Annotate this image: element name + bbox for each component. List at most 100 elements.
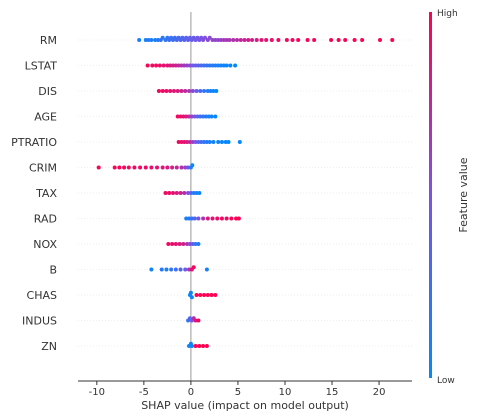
shap-point [378, 38, 383, 42]
shap-point [149, 165, 154, 170]
shap-point [170, 242, 175, 246]
shap-point [196, 140, 201, 144]
shap-point [155, 165, 160, 170]
shap-point [179, 89, 184, 93]
shap-point [186, 165, 191, 170]
x-tick-label: 15 [326, 387, 339, 398]
shap-point [198, 114, 203, 119]
colorbar-low-label: Low [437, 376, 455, 386]
shap-point [219, 140, 224, 144]
shap-point [191, 191, 196, 195]
shap-point [194, 191, 199, 195]
shap-point [206, 114, 211, 119]
shap-point [179, 165, 184, 170]
shap-point [187, 267, 192, 272]
shap-point [174, 191, 179, 195]
shap-point [207, 63, 212, 68]
shap-point [254, 38, 259, 42]
shap-point [219, 63, 224, 68]
x-tick-label: 20 [373, 387, 386, 398]
colorbar-title: Feature value [457, 157, 470, 232]
shap-point [149, 38, 154, 42]
shap-point [181, 114, 186, 119]
shap-point [236, 216, 241, 221]
shap-point [259, 38, 264, 42]
shap-point [187, 216, 192, 221]
feature-label: RAD [34, 213, 57, 226]
shap-point [187, 242, 192, 246]
shap-point [226, 140, 231, 144]
feature-label: NOX [33, 238, 57, 251]
shap-point [203, 114, 208, 119]
shap-point [149, 267, 154, 272]
shap-point [166, 242, 171, 246]
shap-point [184, 216, 189, 221]
shap-point [168, 63, 173, 68]
shap-point [145, 63, 150, 68]
shap-point [193, 344, 198, 348]
feature-label: INDUS [22, 315, 57, 328]
shap-point [231, 38, 236, 42]
shap-point [219, 216, 224, 221]
shap-point [187, 114, 192, 119]
shap-point [193, 63, 198, 68]
shap-point [250, 38, 255, 42]
shap-point [235, 38, 240, 42]
colorbar [429, 12, 432, 378]
shap-point [183, 165, 188, 170]
shap-point [196, 318, 201, 323]
x-tick-label: 0 [188, 387, 194, 398]
shap-point [211, 140, 216, 144]
shap-point [264, 38, 269, 42]
shap-point [163, 191, 168, 195]
shap-point [204, 344, 209, 348]
shap-point [185, 63, 190, 68]
shap-point [146, 38, 151, 42]
feature-label: LSTAT [25, 60, 58, 73]
shap-point [203, 35, 208, 40]
shap-point [96, 165, 101, 170]
shap-point [204, 140, 209, 144]
x-tick-label: 10 [279, 387, 292, 398]
shap-point [182, 63, 187, 68]
shap-point [193, 242, 198, 246]
shap-point [312, 38, 317, 42]
shap-point [175, 114, 180, 119]
shap-point [189, 295, 194, 300]
shap-point [202, 63, 207, 68]
shap-point [173, 242, 178, 246]
shap-point [216, 38, 221, 42]
shap-point [246, 38, 251, 42]
shap-point [209, 114, 214, 119]
shap-point [214, 89, 219, 93]
feature-label: AGE [34, 111, 57, 124]
feature-label: TAX [35, 187, 57, 200]
shap-point [164, 267, 169, 272]
shap-point [190, 163, 195, 168]
shap-point [122, 165, 127, 170]
shap-point [164, 89, 169, 93]
shap-point [157, 63, 162, 68]
colorbar-high-label: High [437, 9, 458, 19]
shap-point [167, 191, 172, 195]
shap-point [181, 242, 186, 246]
shap-point [132, 165, 137, 170]
shap-point [171, 191, 176, 195]
shap-point [205, 89, 210, 93]
shap-point [352, 38, 357, 42]
shap-point [224, 216, 229, 221]
shap-point [160, 165, 165, 170]
feature-label: ZN [41, 340, 57, 353]
shap-point [189, 216, 194, 221]
shap-point [238, 38, 243, 42]
x-tick-label: -10 [89, 387, 105, 398]
shap-point [173, 267, 178, 272]
shap-point [215, 216, 220, 221]
shap-point [233, 63, 238, 68]
shap-point [188, 290, 193, 295]
shap-point [237, 140, 242, 144]
shap-point [296, 38, 301, 42]
shap-point [197, 191, 202, 195]
shap-point [117, 165, 122, 170]
shap-point [179, 63, 184, 68]
